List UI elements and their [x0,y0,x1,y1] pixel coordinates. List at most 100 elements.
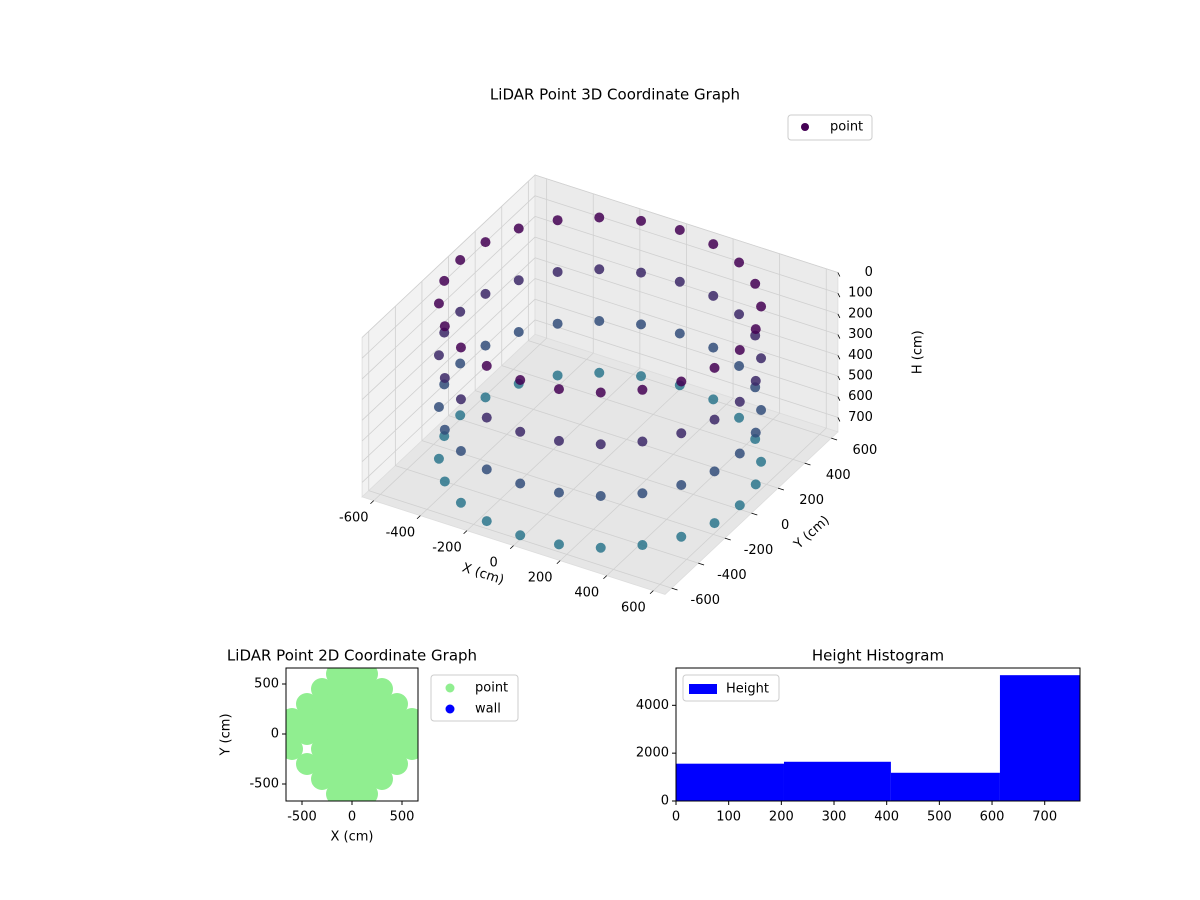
grid-line [534,319,839,418]
x-tick-label: 200 [769,810,794,825]
point [750,479,761,490]
z-tick-label: 500 [848,369,873,384]
z-tick-label: 100 [848,286,873,301]
point [553,539,564,550]
x-tick-label: 500 [927,810,952,825]
point [439,476,450,487]
z-tick-label: 0 [865,265,873,280]
tick-mark [649,590,654,595]
tick-mark [671,587,678,591]
legend-label: wall [475,702,501,717]
chart-title: LiDAR Point 2D Coordinate Graph [227,647,477,665]
point [455,358,466,369]
point [734,361,745,371]
legend-marker [445,683,455,693]
point [552,215,563,226]
point [636,267,647,278]
bar [676,763,784,801]
point [756,456,767,467]
point [594,367,605,378]
point [433,453,444,464]
point [481,360,492,371]
point [480,392,491,403]
tick-mark [556,560,561,565]
point [594,212,605,223]
point [513,275,524,286]
tick-mark [370,500,375,505]
grid-line [534,216,839,315]
grid-line [501,365,805,464]
grid-line [361,236,536,400]
y-tick-label: -500 [249,777,279,792]
y-tick-label: 200 [799,493,824,508]
chart-title: Height Histogram [812,647,944,665]
point [513,327,524,337]
point [552,370,563,381]
point [455,497,466,508]
grid-line [361,319,536,483]
x-tick-label: 200 [528,570,553,585]
x-tick-label: 500 [390,810,415,825]
point [481,516,492,527]
point [553,435,564,446]
point [636,371,647,382]
point [552,318,563,329]
point [750,427,761,438]
tick-mark [416,515,421,520]
point [756,405,767,415]
tick-mark [837,355,841,360]
point [513,223,524,234]
x-tick-label: 400 [874,810,899,825]
legend-box [787,114,873,141]
point [734,345,745,355]
tick-mark [777,487,784,491]
point [709,518,720,529]
point [371,768,393,790]
x-tick-label: 0 [348,810,356,825]
x-tick-label: 600 [621,600,646,615]
point [386,753,408,775]
legend-marker [801,123,809,131]
x-tick-label: 700 [1032,810,1057,825]
point [480,340,491,351]
plot-area [286,668,418,801]
point [455,255,466,265]
legend-box [430,674,519,722]
y-tick-label: 600 [852,443,877,458]
tick-mark [603,575,608,580]
point [708,290,719,301]
point [708,342,719,353]
grid-line [475,390,779,489]
tick-mark [509,545,514,550]
point [594,264,605,275]
grid-line [361,216,536,380]
point [594,316,605,326]
x-tick-label: -500 [287,810,317,825]
grid-line [421,440,725,539]
point [676,531,687,542]
grid-line [534,236,839,335]
point [552,266,563,277]
x-tick-label: 100 [716,810,741,825]
point [553,384,564,395]
x-axis-label: X (cm) [331,830,374,845]
point [734,257,745,268]
point [553,487,564,498]
point [637,384,648,395]
point [401,738,418,760]
tick-mark [837,313,841,319]
point [455,446,466,456]
point [455,306,466,317]
point [756,301,767,312]
grid-line [361,257,536,421]
point [595,491,606,501]
point [676,480,687,490]
point [709,414,720,425]
grid-line [361,278,536,442]
point [708,394,719,405]
tick-mark [837,396,841,401]
point [439,372,450,383]
y-tick-label: 0 [271,727,279,742]
point [734,448,745,459]
